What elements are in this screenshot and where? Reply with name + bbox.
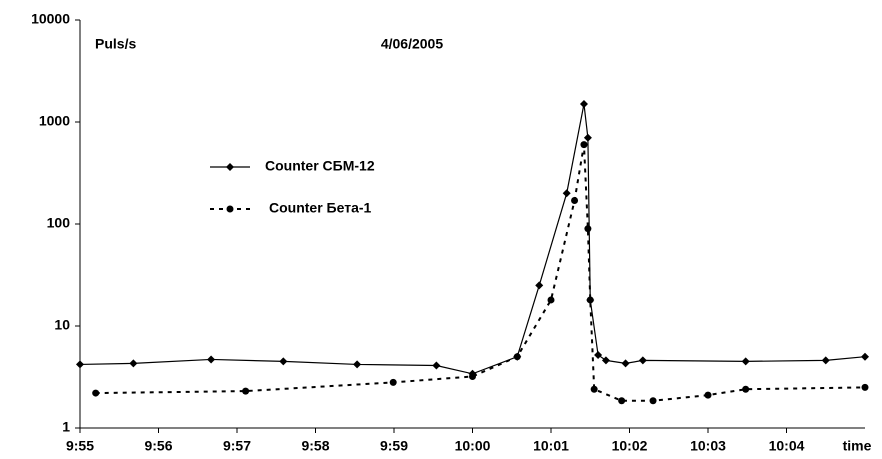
x-axis-label: time [843, 438, 872, 454]
data-point [389, 378, 397, 386]
x-tick-label: 10:01 [533, 438, 569, 454]
legend-marker [226, 163, 234, 171]
data-point [547, 296, 555, 304]
y-tick-label: 10000 [31, 11, 70, 27]
data-point [590, 385, 598, 393]
x-tick-label: 9:59 [380, 438, 408, 454]
x-tick-label: 10:02 [612, 438, 648, 454]
data-point [586, 296, 594, 304]
data-point [469, 372, 476, 380]
data-point [583, 133, 592, 142]
data-point [621, 359, 630, 368]
data-point [638, 356, 647, 365]
data-point [861, 383, 869, 391]
legend-label: Counter Бета-1 [269, 200, 372, 216]
y-axis-label: Puls/s [95, 36, 136, 52]
x-tick-label: 10:04 [769, 438, 805, 454]
data-point [649, 397, 657, 405]
data-point [584, 225, 592, 233]
data-point [76, 360, 84, 369]
legend-marker [226, 205, 234, 213]
data-point [279, 357, 288, 366]
series-line [79, 103, 866, 375]
data-point [513, 353, 521, 361]
data-point [562, 189, 571, 198]
data-point [861, 352, 869, 361]
x-tick-label: 9:57 [223, 438, 251, 454]
data-point [742, 385, 750, 393]
data-point [353, 360, 362, 369]
data-point [242, 387, 250, 395]
x-tick-label: 10:00 [455, 438, 491, 454]
data-point [618, 397, 626, 405]
x-tick-label: 10:03 [690, 438, 726, 454]
data-point [741, 357, 750, 366]
data-point [92, 389, 100, 397]
data-point [129, 359, 138, 368]
y-tick-label: 1000 [39, 113, 70, 129]
legend-label: Counter СБМ-12 [265, 158, 375, 174]
x-tick-label: 9:55 [66, 438, 94, 454]
x-tick-label: 9:58 [301, 438, 329, 454]
data-point [207, 355, 216, 364]
data-point [594, 350, 603, 359]
data-point [432, 361, 441, 370]
y-tick-label: 1 [62, 419, 70, 435]
series-line [95, 144, 866, 402]
data-point [704, 391, 712, 399]
data-point [580, 141, 588, 149]
y-tick-label: 10 [54, 317, 70, 333]
y-tick-label: 100 [47, 215, 71, 231]
data-point [601, 356, 610, 365]
data-point [535, 281, 544, 290]
data-point [579, 100, 588, 109]
x-tick-label: 9:56 [144, 438, 172, 454]
chart-title: 4/06/2005 [381, 36, 443, 52]
data-point [821, 356, 830, 365]
data-point [571, 196, 579, 204]
